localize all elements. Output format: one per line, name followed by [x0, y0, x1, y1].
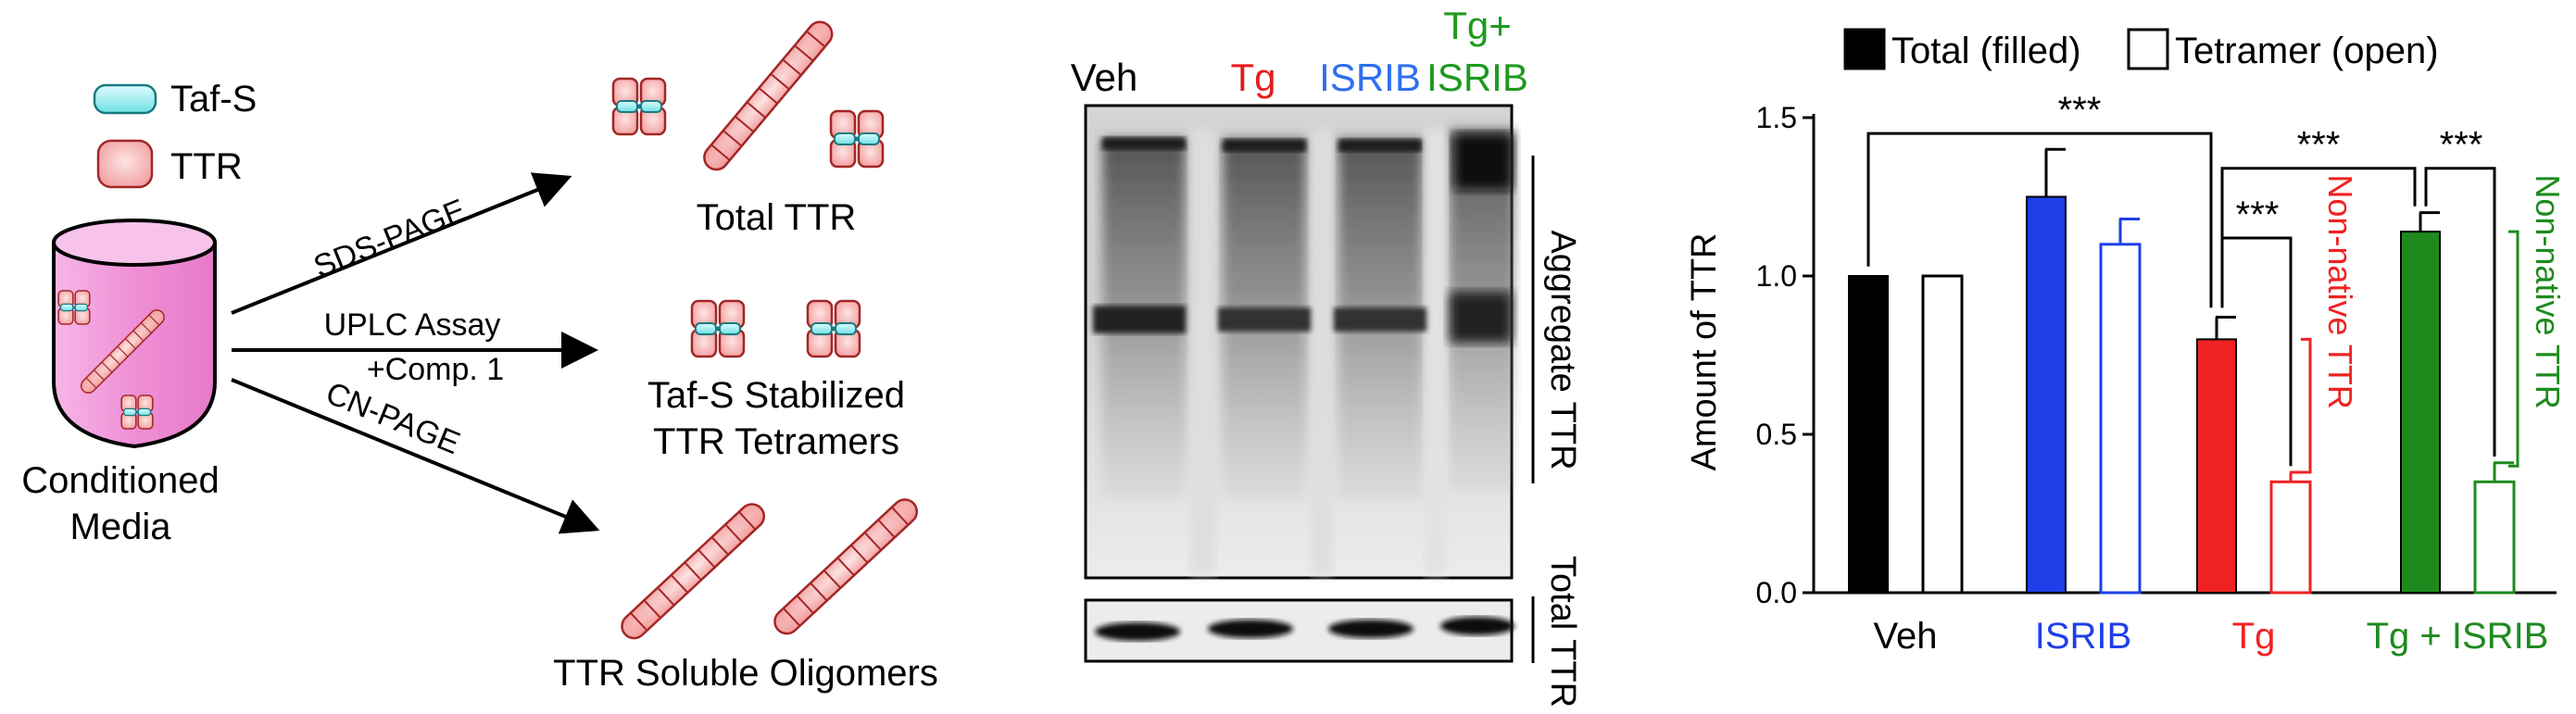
sig-bracket-tg-open [2220, 236, 2293, 467]
cn-page-arrow [231, 378, 600, 534]
lane-label-veh: Veh [1071, 56, 1137, 99]
product-stabilized-line2: TTR Tetramers [653, 421, 899, 462]
x-group-label: Tg [2232, 616, 2276, 657]
legend-taf: Taf-S [93, 79, 257, 119]
assay-label-uplc: UPLC Assay [324, 307, 501, 343]
bar-open [2269, 480, 2312, 595]
x-axis-labels: Veh ISRIB Tg Tg + ISRIB [1874, 616, 2549, 657]
sig-stars: *** [2058, 90, 2102, 131]
lane-label-tg-isrib-line1: Tg+ [1443, 4, 1512, 47]
blot-figure: Veh Tg ISRIB Tg+ ISRIB Aggregate TTR [1071, 4, 1582, 708]
legend-ttr-label: TTR [170, 146, 243, 187]
x-group-label: Tg + ISRIB [2367, 616, 2549, 657]
bar-filled [1848, 275, 1889, 594]
total-gel-image [1084, 598, 1514, 663]
bars-group [1848, 147, 2516, 595]
assay-label-comp1: +Comp. 1 [367, 352, 504, 387]
aggregate-gel-image [1084, 104, 1514, 580]
total-ttr-label: Total TTR [1543, 556, 1582, 708]
sig-bracket-veh-tg [1866, 132, 2213, 308]
x-group-label: ISRIB [2035, 616, 2131, 657]
annotation-group: Non-native TTR Non-native TTR [2301, 174, 2567, 474]
sds-page-arrow [231, 172, 572, 315]
blot-panel: Veh Tg ISRIB Tg+ ISRIB Aggregate TTR [1028, 0, 1621, 709]
chart-panel: Total (filled) Tetramer (open) Amount of… [1630, 0, 2576, 709]
bar-filled [2196, 338, 2237, 594]
y-tick-label: 0.5 [1756, 418, 1797, 451]
bar-filled [2400, 231, 2441, 594]
lane-label-tg-isrib-line2: ISRIB [1426, 56, 1528, 99]
schematic-diagram: Taf-S TTR Conditioned Media SDS-PAGE UPL… [21, 16, 938, 694]
annotation-label: Non-native TTR [2529, 174, 2567, 408]
product-stabilized-line1: Taf-S Stabilized [647, 375, 905, 416]
legend-open-label: Tetramer (open) [2175, 31, 2439, 71]
bar-open [2473, 480, 2516, 595]
lane-label-isrib: ISRIB [1319, 56, 1421, 99]
total-ttr-illustration [611, 16, 885, 176]
media-label-line1: Conditioned [21, 460, 220, 501]
y-tick-label: 0.0 [1756, 576, 1797, 609]
stabilized-tetramers-illustration [690, 299, 861, 358]
legend-filled-label: Total (filled) [1891, 31, 2081, 71]
chart-legend: Total (filled) Tetramer (open) [1843, 28, 2439, 71]
schematic-panel: Taf-S TTR Conditioned Media SDS-PAGE UPL… [0, 0, 1028, 709]
soluble-oligomers-illustration [615, 493, 924, 645]
annotation-bracket [2508, 230, 2519, 468]
annotation-label: Non-native TTR [2321, 174, 2359, 408]
lane-label-tg: Tg [1230, 56, 1275, 99]
bar-open [2099, 243, 2142, 595]
x-group-label: Veh [1874, 616, 1938, 657]
ttr-monomer-icon [96, 139, 154, 189]
legend-filled-swatch [1843, 28, 1886, 70]
sig-bracket-tgisrib-open [2424, 167, 2496, 457]
significance-group: *** *** *** *** [1866, 90, 2496, 467]
sig-stars: *** [2440, 125, 2483, 166]
assay-label-cn-page: CN-PAGE [320, 375, 464, 461]
annotation-bracket [2301, 337, 2312, 474]
bar-filled [2026, 195, 2067, 594]
sig-stars: *** [2236, 194, 2280, 235]
media-label-line2: Media [70, 507, 172, 547]
y-tick-label: 1.5 [1756, 101, 1797, 134]
y-tick-label: 1.0 [1756, 259, 1797, 293]
media-container-icon [52, 219, 217, 449]
bar-open [1921, 274, 1964, 595]
legend-open-swatch [2127, 28, 2169, 70]
taf-s-icon [93, 83, 157, 115]
product-oligomers: TTR Soluble Oligomers [553, 653, 938, 694]
ttr-bar-chart: Total (filled) Tetramer (open) Amount of… [1685, 28, 2567, 657]
assay-label-sds-page: SDS-PAGE [308, 193, 471, 285]
product-total-ttr: Total TTR [697, 197, 857, 238]
y-axis-title: Amount of TTR [1685, 233, 1724, 471]
sig-stars: *** [2297, 125, 2341, 166]
legend-taf-label: Taf-S [170, 79, 257, 119]
legend-ttr: TTR [96, 139, 243, 189]
aggregate-ttr-label: Aggregate TTR [1543, 230, 1582, 470]
